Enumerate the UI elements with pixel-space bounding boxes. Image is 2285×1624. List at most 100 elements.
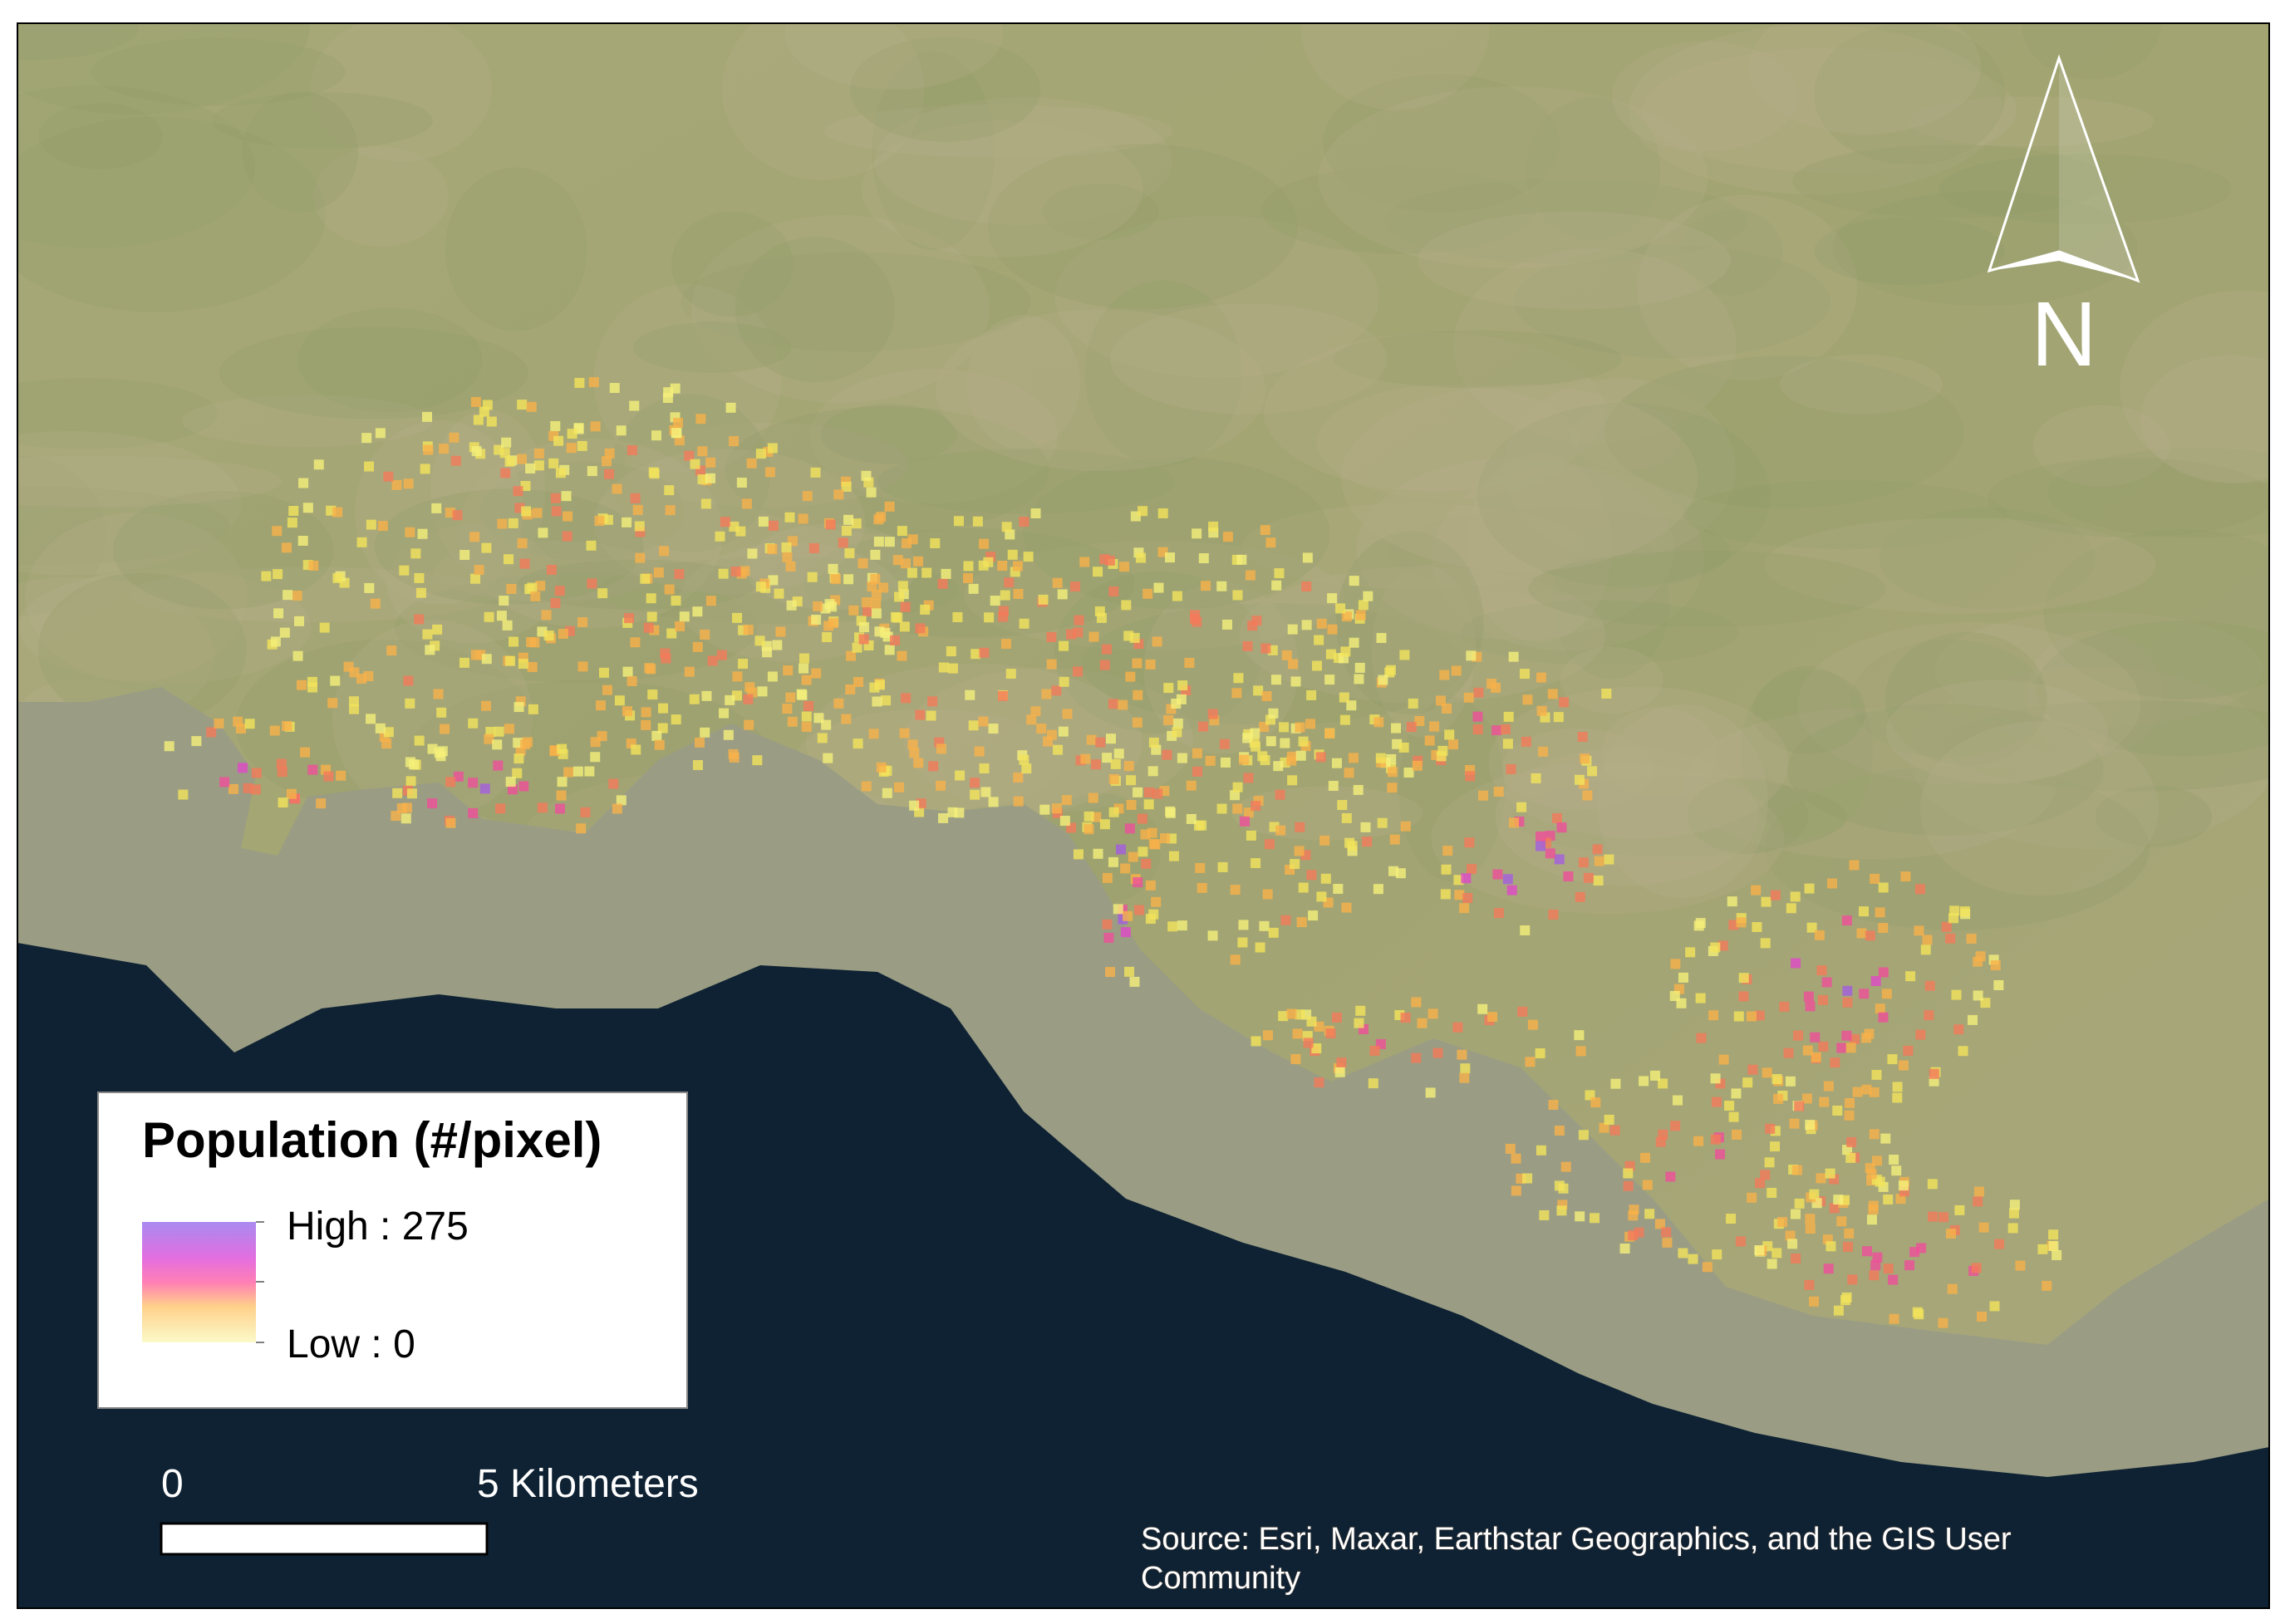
population-pixel xyxy=(562,531,572,542)
population-pixel xyxy=(243,783,253,793)
population-pixel xyxy=(588,376,599,387)
population-pixel xyxy=(1493,786,1504,797)
terrain-patch xyxy=(935,309,1266,472)
population-pixel xyxy=(1208,521,1219,532)
population-pixel xyxy=(1325,649,1336,660)
population-pixel xyxy=(728,748,739,759)
terrain-patch xyxy=(1764,518,2157,614)
population-pixel xyxy=(1339,714,1350,725)
population-pixel xyxy=(1452,1022,1463,1033)
population-pixel xyxy=(1927,1179,1938,1190)
legend-high: High : 275 xyxy=(287,1205,469,1249)
population-pixel xyxy=(1503,711,1514,722)
population-pixel xyxy=(1314,635,1324,645)
population-pixel xyxy=(307,764,318,775)
population-pixel xyxy=(1833,1305,1844,1316)
population-pixel xyxy=(1547,689,1558,699)
population-pixel xyxy=(853,676,864,687)
population-pixel xyxy=(1881,989,1892,999)
population-pixel xyxy=(1061,795,1072,806)
population-pixel xyxy=(1670,959,1681,969)
population-pixel xyxy=(1320,873,1331,884)
population-pixel xyxy=(1099,660,1110,670)
population-pixel xyxy=(1695,993,1706,1003)
population-pixel xyxy=(590,752,601,763)
population-pixel xyxy=(907,567,917,578)
population-pixel xyxy=(1770,1141,1781,1152)
population-pixel xyxy=(1113,904,1123,915)
population-pixel xyxy=(474,565,484,576)
population-pixel xyxy=(286,788,297,799)
population-pixel xyxy=(1803,991,1814,1002)
population-pixel xyxy=(1192,766,1203,777)
terrain-patch xyxy=(1371,564,1477,738)
population-pixel xyxy=(833,489,844,500)
population-pixel xyxy=(496,611,507,621)
population-pixel xyxy=(1463,692,1474,703)
population-pixel xyxy=(440,724,450,734)
population-pixel xyxy=(1842,985,1853,996)
population-pixel xyxy=(279,627,290,638)
population-pixel xyxy=(228,783,238,794)
population-pixel xyxy=(651,430,662,441)
terrain-patch xyxy=(850,37,1041,142)
population-pixel xyxy=(377,521,388,532)
population-pixel xyxy=(1563,871,1574,881)
population-pixel xyxy=(983,557,994,567)
population-pixel xyxy=(1398,742,1409,753)
population-pixel xyxy=(635,552,646,563)
population-pixel xyxy=(1619,1244,1630,1254)
population-pixel xyxy=(1715,1149,1726,1160)
population-pixel xyxy=(1073,666,1084,677)
population-pixel xyxy=(1219,738,1230,749)
terrain-patch xyxy=(1879,507,2096,610)
terrain-patch xyxy=(2043,529,2269,699)
population-pixel xyxy=(893,782,904,792)
population-pixel xyxy=(1924,1010,1934,1021)
population-pixel xyxy=(1575,1046,1586,1057)
population-pixel xyxy=(1198,553,1209,564)
population-pixel xyxy=(500,468,511,478)
population-pixel xyxy=(1654,1219,1665,1229)
population-pixel xyxy=(1604,854,1614,865)
population-pixel xyxy=(1084,824,1094,835)
population-pixel xyxy=(1030,706,1041,717)
population-pixel xyxy=(900,558,911,569)
population-pixel xyxy=(1118,562,1129,572)
population-pixel xyxy=(1059,816,1070,827)
population-pixel xyxy=(533,460,544,471)
population-pixel xyxy=(1575,1211,1585,1222)
population-pixel xyxy=(499,448,510,459)
population-pixel xyxy=(892,555,903,566)
population-pixel xyxy=(700,629,710,640)
population-pixel xyxy=(558,629,568,640)
population-pixel xyxy=(1298,882,1309,893)
terrain-patch xyxy=(1495,748,1759,886)
population-pixel xyxy=(405,527,415,537)
population-pixel xyxy=(1536,841,1546,851)
population-pixel xyxy=(423,444,434,455)
terrain-patch xyxy=(610,394,771,552)
population-pixel xyxy=(1809,1296,1820,1307)
population-pixel xyxy=(884,537,895,547)
population-pixel xyxy=(1261,691,1272,702)
population-pixel xyxy=(646,593,656,604)
population-pixel xyxy=(1176,694,1187,704)
population-pixel xyxy=(1993,979,2004,990)
population-pixel xyxy=(1126,775,1137,786)
terrain-patch xyxy=(1503,378,1736,559)
population-pixel xyxy=(1436,695,1447,706)
population-pixel xyxy=(1465,771,1476,782)
population-pixel xyxy=(1039,804,1050,815)
population-pixel xyxy=(873,537,884,547)
population-pixel xyxy=(566,443,577,454)
population-pixel xyxy=(1295,822,1305,832)
population-pixel xyxy=(808,542,819,553)
terrain-patch xyxy=(1316,385,1580,499)
population-pixel xyxy=(930,537,941,548)
terrain-patch xyxy=(2033,405,2170,487)
population-pixel xyxy=(1358,600,1369,611)
population-pixel xyxy=(1493,908,1504,919)
population-pixel xyxy=(614,695,625,706)
